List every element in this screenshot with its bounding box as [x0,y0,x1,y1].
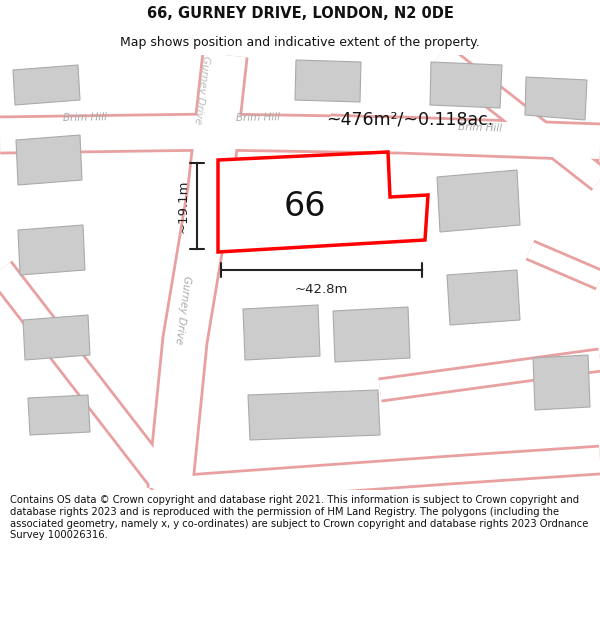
Polygon shape [533,355,590,410]
Text: ~42.8m: ~42.8m [295,283,348,296]
Polygon shape [18,225,85,275]
Text: Brim Hill: Brim Hill [236,112,280,123]
Text: Map shows position and indicative extent of the property.: Map shows position and indicative extent… [120,36,480,49]
Text: ~476m²/~0.118ac.: ~476m²/~0.118ac. [326,111,494,129]
Polygon shape [218,152,428,252]
Polygon shape [13,65,80,105]
Polygon shape [525,77,587,120]
Text: 66, GURNEY DRIVE, LONDON, N2 0DE: 66, GURNEY DRIVE, LONDON, N2 0DE [146,6,454,21]
Text: Gurney Drive: Gurney Drive [193,55,211,125]
Polygon shape [243,305,320,360]
Text: Brim Hill: Brim Hill [458,122,502,134]
Polygon shape [333,307,410,362]
Polygon shape [447,270,520,325]
Polygon shape [295,60,361,102]
Polygon shape [16,135,82,185]
Polygon shape [23,315,90,360]
Text: 66: 66 [284,189,326,222]
Text: Gurney Drive: Gurney Drive [174,275,192,345]
Text: Brim Hill: Brim Hill [63,112,107,123]
Polygon shape [28,395,90,435]
Polygon shape [437,170,520,232]
Text: ~19.1m: ~19.1m [177,179,190,232]
Polygon shape [430,62,502,108]
Text: Contains OS data © Crown copyright and database right 2021. This information is : Contains OS data © Crown copyright and d… [10,496,589,540]
Polygon shape [248,390,380,440]
